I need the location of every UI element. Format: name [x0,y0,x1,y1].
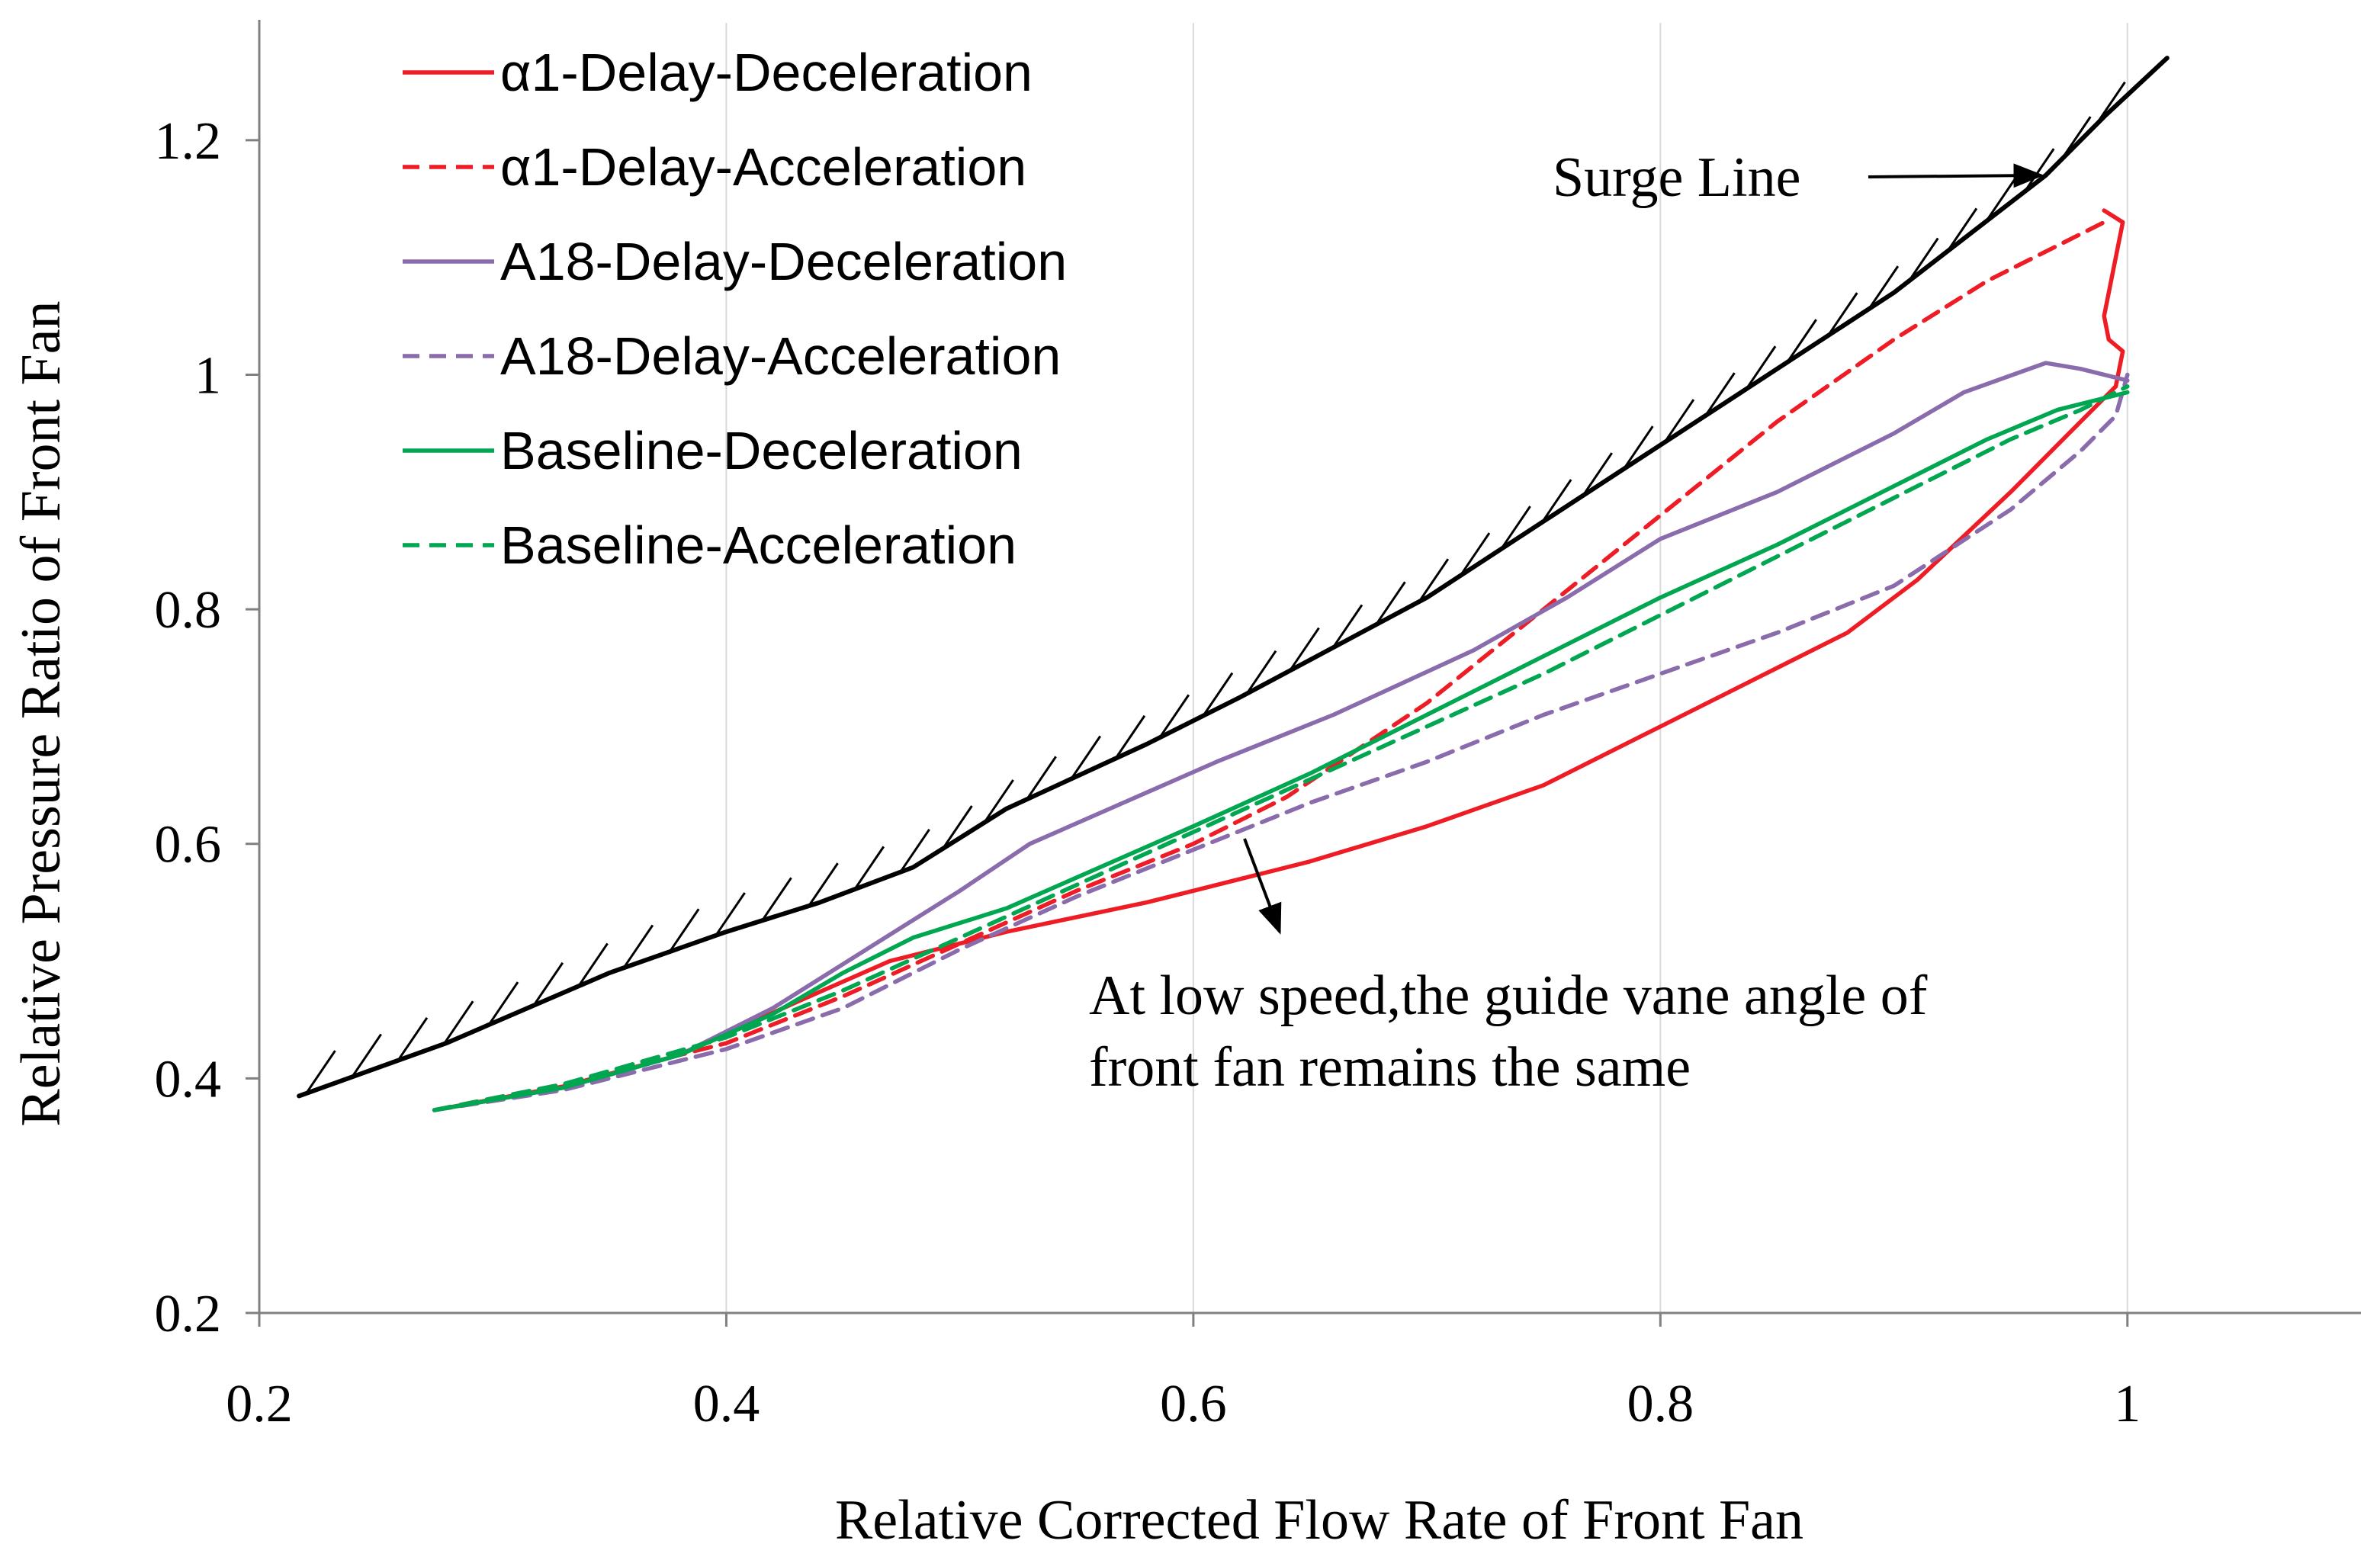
legend-label: α1-Delay-Acceleration [500,137,1026,197]
x-tick-label: 0.2 [226,1375,293,1433]
hatch-mark-24 [1375,581,1406,626]
gridlines [725,23,2128,1313]
y-tick-label: 0.2 [155,1285,222,1343]
hatch-mark-33 [1745,345,1777,390]
note-text-line: front fan remains the same [1089,1036,1691,1099]
hatch-mark-26 [1459,532,1491,576]
axes [246,20,2361,1327]
series-line-6 [297,56,2170,1099]
hatch-mark-9 [715,892,746,936]
note-text-line: At low speed,the guide vane angle of [1089,965,1928,1027]
hatch-mark-3 [442,1000,474,1045]
hatch-mark-19 [1158,694,1190,739]
hatch-mark-23 [1331,604,1363,649]
y-axis-title: Relative Pressure Ratio of Front Fan [10,300,72,1126]
x-tick-label: 0.6 [1160,1375,1227,1433]
hatch-mark-8 [669,908,700,953]
hatch-mark-39 [1985,178,2016,223]
hatch-mark-12 [853,846,885,891]
tick-labels: 0.2 0.4 0.6 0.8 1 0.2 0.4 0.6 0.8 1 1.2 [155,112,2141,1433]
legend-label: A18-Delay-Deceleration [500,232,1067,291]
y-tick-label: 0.4 [155,1050,222,1109]
hatch-mark-21 [1245,650,1277,695]
hatch-mark-27 [1500,506,1531,550]
x-tick-label: 1 [2114,1375,2141,1433]
hatch-mark-2 [397,1016,429,1061]
hatch-mark-38 [1946,207,1978,252]
x-tick-label: 0.8 [1627,1375,1694,1433]
legend-label: Baseline-Acceleration [500,515,1017,575]
y-tick-label: 0.6 [155,816,222,875]
hatch-mark-5 [532,961,564,1006]
hatch-mark-0 [305,1050,336,1094]
hatch-mark-7 [622,924,654,969]
hatch-mark-16 [1026,756,1057,801]
series-line-3 [432,372,2130,1112]
hatch-mark-17 [1070,735,1102,780]
surge-line-label: Surge Line [1553,146,1800,209]
hatch-mark-22 [1289,627,1320,672]
hatch-mark-36 [1868,265,1900,310]
hatch-mark-6 [577,942,609,987]
series-line-0 [432,208,2125,1112]
series-line-2 [432,361,2130,1112]
hatch-mark-30 [1623,425,1654,470]
y-tick-label: 1 [194,346,221,405]
series-line-5 [432,384,2130,1112]
hatch-mark-34 [1786,319,1817,363]
hatch-mark-31 [1663,399,1695,443]
x-axis-title: Relative Corrected Flow Rate of Front Fa… [835,1489,1803,1552]
series-group [297,56,2170,1112]
x-tick-label: 0.4 [693,1375,760,1433]
legend-label: Baseline-Deceleration [500,421,1023,480]
annotations: Surge Line At low speed,the guide vane an… [1089,146,2044,1099]
hatch-mark-11 [808,862,839,907]
hatch-mark-29 [1582,452,1614,496]
hatch-mark-35 [1827,292,1858,336]
hatch-mark-10 [761,877,792,922]
note-arrow [1243,838,1282,935]
hatch-mark-1 [351,1033,382,1078]
legend: α1-Delay-Deceleration α1-Delay-Accelerati… [403,43,1067,575]
hatch-mark-25 [1418,558,1450,603]
legend-label: A18-Delay-Acceleration [500,326,1061,386]
hatch-mark-4 [487,981,519,1026]
surge-line-hatching [305,81,2126,1094]
hatch-mark-13 [899,828,930,873]
hatch-mark-32 [1704,372,1736,416]
series-line-4 [432,390,2130,1112]
hatch-mark-14 [942,805,973,849]
y-tick-label: 1.2 [155,112,222,171]
surge-line-arrow [1868,163,2044,188]
legend-label: α1-Delay-Deceleration [500,43,1033,102]
hatch-mark-28 [1540,479,1572,523]
y-tick-label: 0.8 [155,581,222,640]
hatch-mark-20 [1202,672,1234,717]
hatch-mark-18 [1114,714,1146,759]
hatch-mark-37 [1908,237,1939,282]
hatch-mark-15 [983,779,1014,823]
